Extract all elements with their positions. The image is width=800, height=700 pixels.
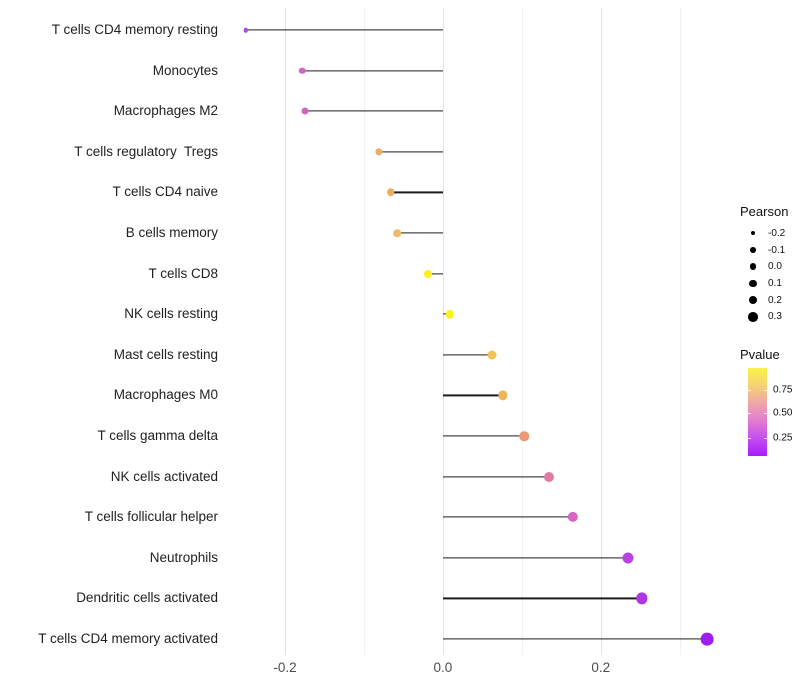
size-legend-dot-icon xyxy=(749,279,757,288)
lollipop-stem xyxy=(442,476,550,478)
pvalue-bar-tick xyxy=(748,390,751,392)
lollipop-dot xyxy=(498,390,508,401)
size-legend-label: 0.0 xyxy=(768,261,782,273)
size-legend-title: Pearson xyxy=(740,204,789,219)
gridline-major xyxy=(284,8,286,655)
lollipop-stem xyxy=(442,435,525,437)
size-legend-label: 0.2 xyxy=(768,294,782,306)
category-label: T cells CD8 xyxy=(148,265,218,281)
category-label: NK cells resting xyxy=(124,306,218,322)
lollipop-dot xyxy=(386,188,395,197)
category-label: T cells CD4 memory activated xyxy=(38,631,218,646)
category-label: Macrophages M0 xyxy=(113,387,218,403)
category-label: Dendritic cells activated xyxy=(76,590,218,606)
lollipop-stem xyxy=(378,151,443,153)
x-tick-label: -0.2 xyxy=(273,660,297,675)
lollipop-dot xyxy=(700,632,714,646)
pvalue-bar-tick xyxy=(748,437,751,439)
lollipop-stem xyxy=(442,597,642,599)
size-legend-dot-icon xyxy=(748,311,758,322)
size-legend-item: -0.2 xyxy=(740,225,800,242)
size-legend-item: 0.2 xyxy=(740,292,800,309)
size-legend-label: 0.3 xyxy=(768,311,782,323)
category-label: T cells CD4 naive xyxy=(112,184,218,200)
x-tick-label: 0.0 xyxy=(433,660,453,675)
pvalue-bar-tick xyxy=(764,437,767,439)
pvalue-tick-label: 0.50 xyxy=(773,407,793,419)
pvalue-bar-tick xyxy=(764,390,767,392)
category-label: Macrophages M2 xyxy=(113,103,218,119)
pvalue-gradient-bar xyxy=(748,368,767,457)
lollipop-dot xyxy=(622,552,634,564)
lollipop-dot xyxy=(423,269,432,278)
gridline-minor xyxy=(521,8,523,655)
category-label: T cells gamma delta xyxy=(97,428,218,443)
size-legend-item: 0.1 xyxy=(740,275,800,292)
lollipop-dot xyxy=(375,148,383,156)
size-legend-dot-icon xyxy=(749,263,757,271)
lollipop-stem xyxy=(302,70,443,72)
lollipop-stem xyxy=(304,110,443,112)
lollipop-stem xyxy=(442,516,574,518)
lollipop-dot xyxy=(519,431,529,441)
category-label: Mast cells resting xyxy=(113,346,218,362)
lollipop-stem xyxy=(442,638,708,640)
lollipop-dot xyxy=(301,107,309,115)
color-legend: Pvalue 0.75 0.50 0.25 xyxy=(740,347,800,457)
category-label: B cells memory xyxy=(125,225,218,240)
gridline-major xyxy=(600,8,602,655)
lollipop-dot xyxy=(567,512,579,523)
category-label: T cells follicular helper xyxy=(84,509,218,525)
size-legend-items: -0.2 -0.1 0.0 0.1 0.2 0.3 xyxy=(740,225,800,325)
lollipop-dot xyxy=(636,592,648,605)
pvalue-bar-tick xyxy=(748,412,751,414)
gridline-minor xyxy=(363,8,365,655)
lollipop-dot xyxy=(445,309,455,319)
lollipop-stem xyxy=(442,354,492,356)
lollipop-stem xyxy=(390,191,443,193)
lollipop-stem xyxy=(442,557,629,559)
size-legend-dot-icon xyxy=(748,295,758,305)
lollipop-stem xyxy=(245,29,443,31)
category-label: NK cells activated xyxy=(110,468,218,484)
category-label: T cells regulatory Tregs xyxy=(74,143,218,159)
size-legend-label: -0.1 xyxy=(768,244,786,256)
pvalue-bar-tick xyxy=(764,412,767,414)
legend: Pearson -0.2 -0.1 0.0 0.1 0.2 0.3 Pvalue 0.75… xyxy=(740,204,800,457)
color-legend-title: Pvalue xyxy=(740,347,780,363)
size-legend-dot-icon xyxy=(750,247,756,253)
size-legend-dot-cell xyxy=(740,279,766,288)
category-label: Neutrophils xyxy=(149,549,218,565)
pvalue-tick-label: 0.25 xyxy=(773,432,793,444)
lollipop-dot xyxy=(487,350,497,360)
size-legend-dot-cell xyxy=(740,247,766,253)
category-label: T cells CD4 memory resting xyxy=(51,22,218,37)
gridline-major xyxy=(442,8,444,655)
gridline-minor xyxy=(679,8,681,655)
size-legend-item: -0.1 xyxy=(740,242,800,259)
lollipop-stem xyxy=(427,273,443,275)
x-tick-label: 0.2 xyxy=(591,660,611,675)
lollipop-dot xyxy=(243,27,248,33)
size-legend-label: 0.1 xyxy=(768,277,782,289)
size-legend-dot-cell xyxy=(740,311,766,322)
lollipop-dot xyxy=(393,229,401,237)
pvalue-tick-label: 0.75 xyxy=(773,384,793,396)
lollipop-stem xyxy=(442,394,503,396)
lollipop-stem xyxy=(397,232,443,234)
size-legend-item: 0.3 xyxy=(740,308,800,325)
category-label: Monocytes xyxy=(152,62,218,78)
lollipop-dot xyxy=(544,471,555,482)
color-legend-bar-wrap: 0.75 0.50 0.25 xyxy=(740,368,800,457)
lollipop-dot xyxy=(299,67,306,74)
size-legend-dot-cell xyxy=(740,231,766,236)
size-legend-dot-cell xyxy=(740,263,766,271)
size-legend-item: 0.0 xyxy=(740,258,800,275)
size-legend-dot-cell xyxy=(740,295,766,305)
size-legend-dot-icon xyxy=(750,231,756,236)
size-legend-label: -0.2 xyxy=(768,227,786,239)
